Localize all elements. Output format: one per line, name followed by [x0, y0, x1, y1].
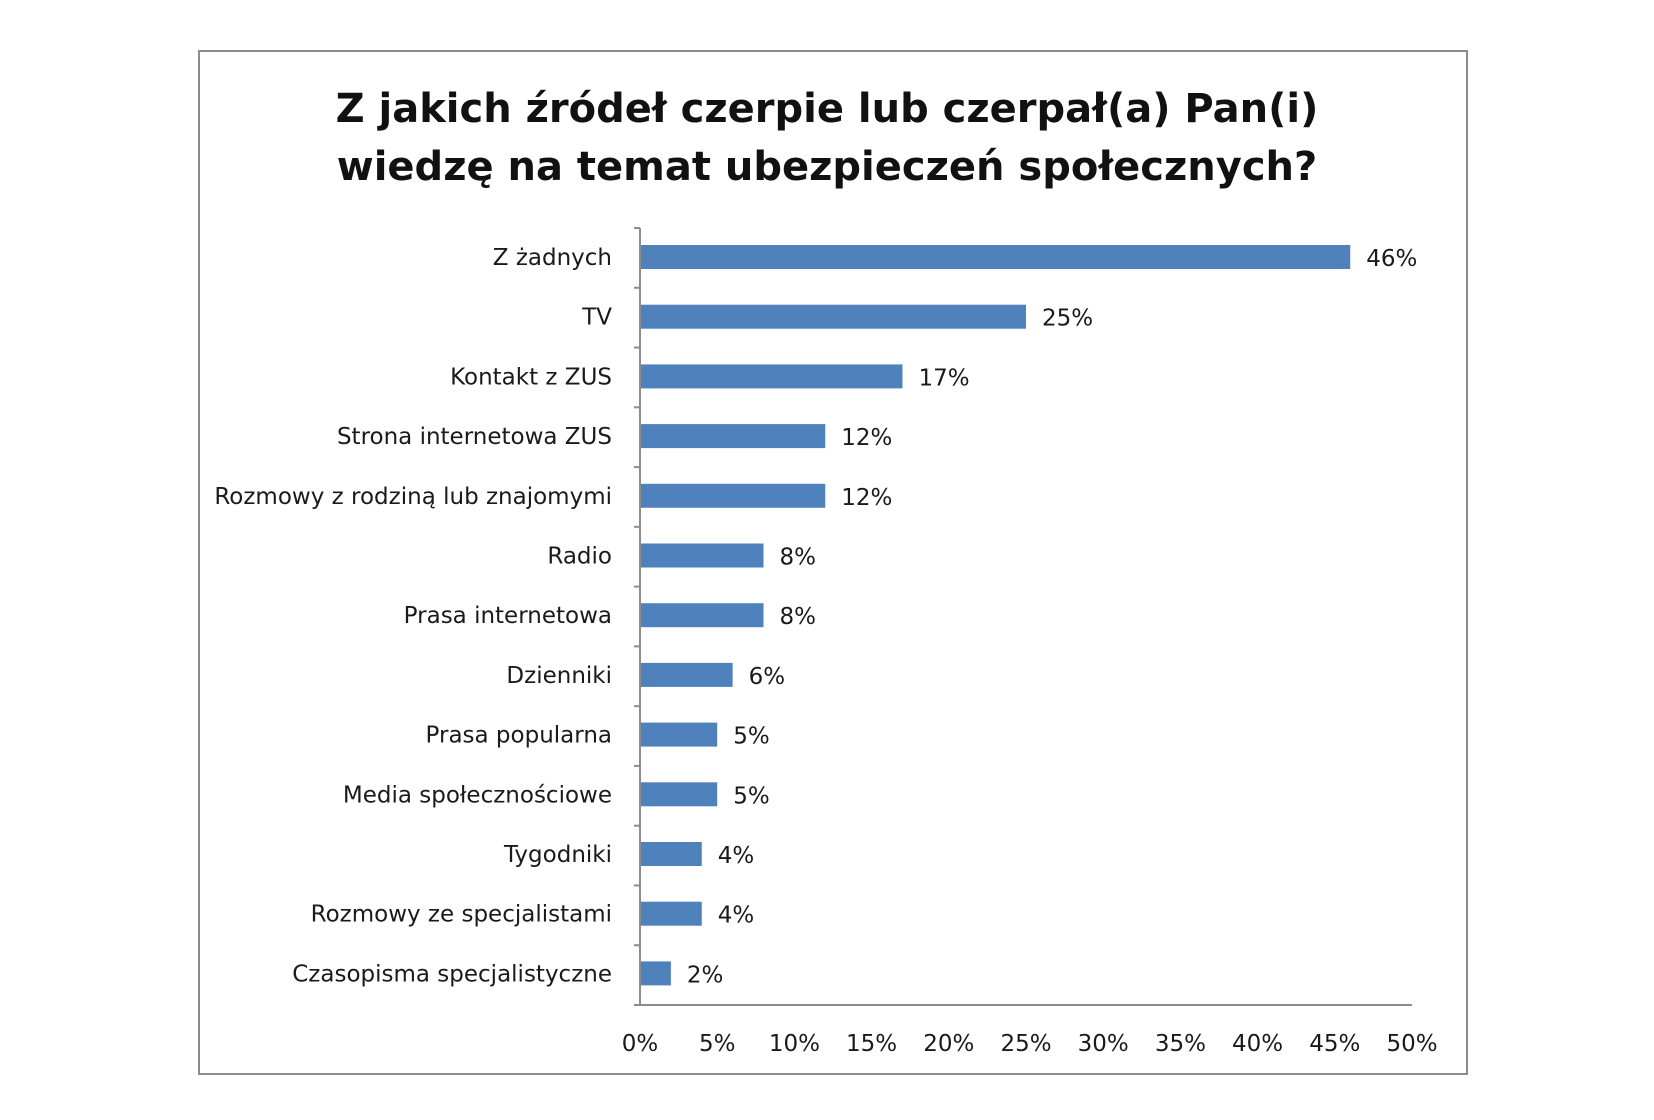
- value-label-7: 6%: [749, 664, 786, 690]
- category-label-3: Strona internetowa ZUS: [337, 424, 612, 450]
- x-tick-label-7: 35%: [1155, 1031, 1206, 1057]
- value-label-0: 46%: [1366, 246, 1417, 272]
- category-label-7: Dzienniki: [506, 663, 612, 689]
- value-label-3: 12%: [841, 425, 892, 451]
- value-label-9: 5%: [733, 783, 770, 809]
- category-label-10: Tygodniki: [503, 842, 612, 868]
- x-tick-label-10: 50%: [1386, 1031, 1437, 1057]
- bar-6: [640, 603, 764, 628]
- bars-layer: [640, 245, 1351, 986]
- value-label-6: 8%: [780, 604, 817, 630]
- category-label-12: Czasopisma specjalistyczne: [292, 961, 612, 987]
- value-label-8: 5%: [733, 724, 770, 750]
- x-tick-label-5: 25%: [1000, 1031, 1051, 1057]
- chart-title-line-1: Z jakich źródeł czerpie lub czerpał(a) P…: [335, 86, 1319, 132]
- chart-title: Z jakich źródeł czerpie lub czerpał(a) P…: [0, 80, 1654, 196]
- bar-5: [640, 543, 764, 568]
- category-label-6: Prasa internetowa: [404, 603, 612, 629]
- value-label-12: 2%: [687, 962, 724, 988]
- category-label-1: TV: [581, 305, 612, 331]
- x-tick-label-6: 30%: [1078, 1031, 1129, 1057]
- category-label-4: Rozmowy z rodziną lub znajomymi: [214, 484, 612, 510]
- bar-11: [640, 901, 702, 926]
- bar-8: [640, 722, 718, 747]
- bar-3: [640, 424, 826, 449]
- value-label-1: 25%: [1042, 306, 1093, 332]
- bar-1: [640, 304, 1026, 329]
- x-tick-label-4: 20%: [923, 1031, 974, 1057]
- bar-12: [640, 961, 671, 986]
- x-tick-labels: 0% 5% 10% 15% 20% 25% 30% 35% 40% 45% 50%: [622, 1031, 1438, 1057]
- bar-2: [640, 364, 903, 389]
- bar-9: [640, 782, 718, 807]
- bar-0: [640, 245, 1351, 269]
- category-label-0: Z żadnych: [493, 245, 612, 271]
- value-label-2: 17%: [918, 365, 969, 391]
- x-tick-label-2: 10%: [769, 1031, 820, 1057]
- x-tick-label-3: 15%: [846, 1031, 897, 1057]
- category-label-2: Kontakt z ZUS: [450, 364, 612, 390]
- x-tick-label-0: 0%: [622, 1031, 659, 1057]
- axes: [634, 227, 1412, 1006]
- category-labels: Z żadnych TV Kontakt z ZUS Strona interneto…: [214, 245, 612, 987]
- value-label-10: 4%: [718, 843, 755, 869]
- x-tick-label-9: 45%: [1309, 1031, 1360, 1057]
- bar-7: [640, 662, 733, 687]
- value-labels: 46% 25% 17% 12% 12% 8% 8% 6% 5% 5% 4% 4% 2%: [687, 246, 1417, 988]
- x-tick-label-8: 40%: [1232, 1031, 1283, 1057]
- x-tick-label-1: 5%: [699, 1031, 736, 1057]
- bar-10: [640, 842, 702, 866]
- category-label-9: Media społecznościowe: [343, 782, 612, 808]
- value-label-4: 12%: [841, 485, 892, 511]
- value-label-11: 4%: [718, 903, 755, 929]
- category-label-11: Rozmowy ze specjalistami: [311, 902, 612, 928]
- category-label-8: Prasa popularna: [426, 723, 612, 749]
- chart-frame: [198, 50, 1468, 1075]
- value-label-5: 8%: [780, 545, 817, 571]
- category-label-5: Radio: [547, 544, 612, 570]
- bar-4: [640, 483, 826, 508]
- chart-title-line-2: wiedzę na temat ubezpieczeń społecznych?: [336, 144, 1318, 190]
